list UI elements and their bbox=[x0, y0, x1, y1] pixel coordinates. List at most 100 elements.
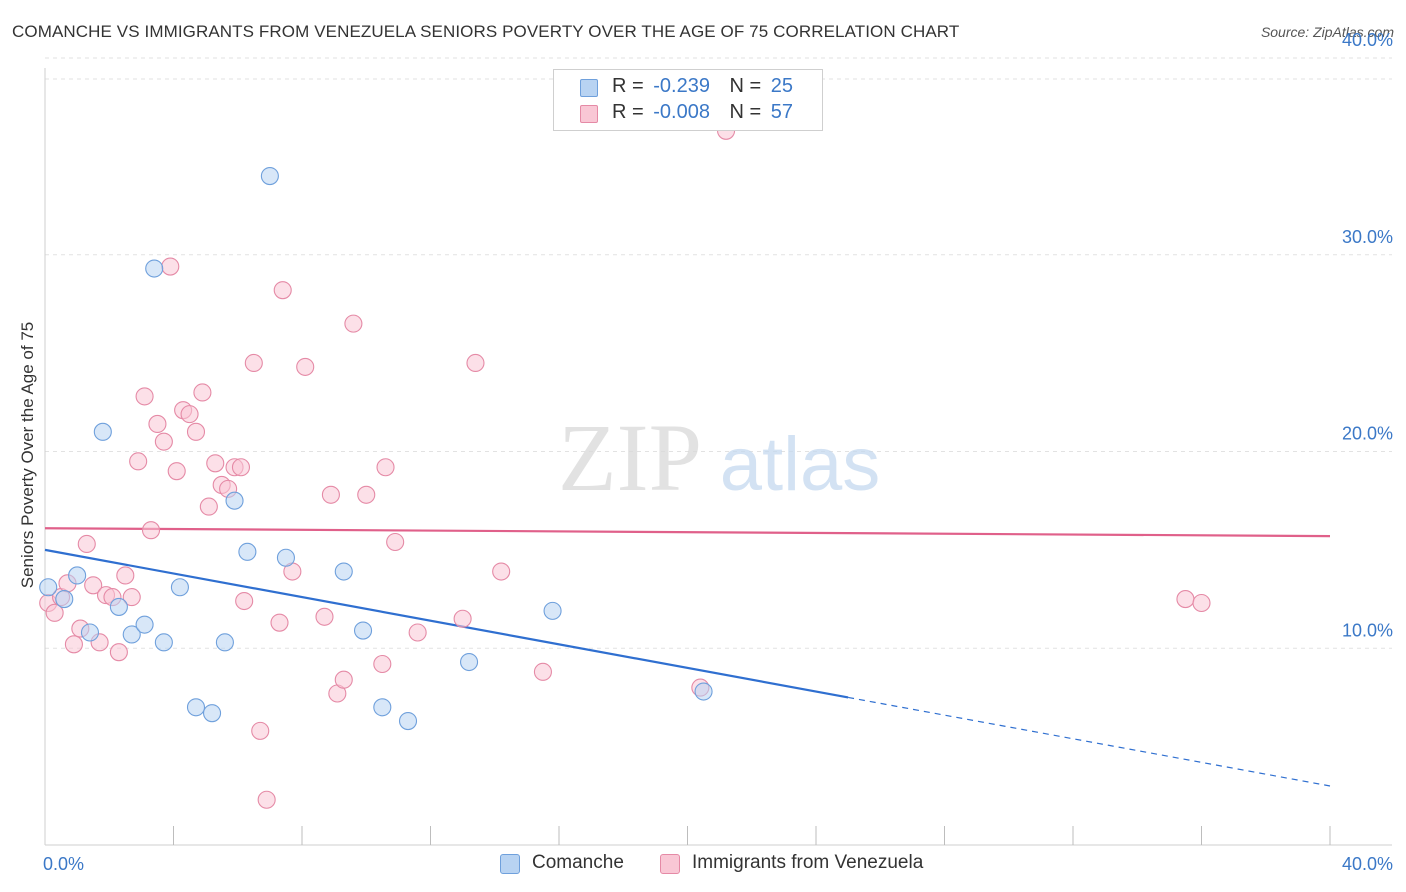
data-point-venezuela bbox=[357, 485, 376, 504]
n-value-venezuela: 57 bbox=[770, 101, 794, 123]
data-point-comanche bbox=[238, 542, 257, 561]
data-point-venezuela bbox=[122, 588, 141, 607]
data-point-comanche bbox=[353, 621, 373, 640]
r-label: R = bbox=[612, 101, 644, 123]
data-point-venezuela bbox=[135, 387, 154, 406]
r-value-venezuela: -0.008 bbox=[653, 101, 710, 123]
stats-legend: R = -0.239 N = 25 R = -0.008 N = 57 bbox=[553, 69, 823, 131]
data-point-comanche bbox=[260, 167, 279, 186]
data-point-comanche bbox=[93, 422, 112, 441]
data-point-venezuela bbox=[77, 534, 96, 554]
data-point-comanche bbox=[68, 566, 87, 585]
data-point-venezuela bbox=[251, 721, 270, 740]
x-tick-label: 0.0% bbox=[43, 854, 84, 874]
data-point-venezuela bbox=[453, 609, 472, 628]
data-point-comanche bbox=[694, 682, 713, 701]
data-point-venezuela bbox=[167, 462, 186, 481]
bottom-legend-swatch-venezuela bbox=[660, 854, 680, 874]
data-point-venezuela bbox=[45, 603, 64, 622]
watermark: ZIP atlas bbox=[558, 404, 880, 511]
data-point-comanche bbox=[122, 625, 141, 644]
bottom-legend-swatch-comanche bbox=[500, 854, 520, 874]
data-point-venezuela bbox=[373, 654, 392, 674]
x-tick-label: 40.0% bbox=[1342, 854, 1393, 874]
r-label: R = bbox=[612, 75, 644, 97]
tick-labels: 10.0% 20.0% 30.0% 40.0% 0.0% 40.0% bbox=[43, 30, 1393, 874]
data-point-venezuela bbox=[199, 497, 218, 516]
bottom-legend-label-venezuela: Immigrants from Venezuela bbox=[692, 852, 924, 873]
data-point-comanche bbox=[543, 601, 562, 620]
data-point-comanche bbox=[276, 548, 295, 567]
y-tick-label: 20.0% bbox=[1342, 424, 1393, 444]
data-point-comanche bbox=[398, 711, 418, 731]
data-point-venezuela bbox=[129, 452, 148, 471]
data-point-venezuela bbox=[466, 353, 485, 373]
bottom-legend-label-comanche: Comanche bbox=[532, 852, 624, 873]
data-point-venezuela bbox=[64, 635, 83, 654]
watermark-zip: ZIP bbox=[558, 404, 702, 511]
trend-line-1 bbox=[44, 527, 1331, 538]
y-tick-label: 10.0% bbox=[1342, 620, 1393, 640]
axes bbox=[44, 68, 1392, 846]
data-point-comanche bbox=[215, 633, 234, 652]
data-point-venezuela bbox=[257, 790, 276, 809]
legend-swatch-comanche bbox=[580, 79, 598, 97]
data-point-venezuela bbox=[492, 562, 511, 581]
data-point-venezuela bbox=[334, 670, 353, 689]
data-point-venezuela bbox=[180, 405, 199, 424]
data-point-comanche bbox=[170, 578, 189, 597]
data-point-venezuela bbox=[231, 458, 251, 477]
data-point-venezuela bbox=[315, 607, 334, 626]
data-point-comanche bbox=[80, 623, 100, 642]
data-point-venezuela bbox=[235, 591, 254, 611]
data-point-comanche bbox=[55, 590, 74, 609]
trend-line-0 bbox=[44, 548, 849, 699]
data-point-venezuela bbox=[84, 576, 103, 595]
data-point-venezuela bbox=[141, 521, 161, 540]
data-point-comanche bbox=[135, 615, 154, 634]
data-point-venezuela bbox=[154, 432, 173, 451]
data-point-comanche bbox=[459, 652, 479, 672]
data-point-venezuela bbox=[1192, 593, 1211, 613]
data-point-comanche bbox=[373, 698, 392, 717]
data-point-venezuela bbox=[1176, 590, 1195, 609]
data-point-venezuela bbox=[109, 643, 128, 662]
data-point-venezuela bbox=[386, 532, 405, 552]
data-point-venezuela bbox=[344, 314, 363, 333]
data-point-comanche bbox=[109, 597, 128, 616]
data-point-venezuela bbox=[321, 485, 340, 504]
data-point-venezuela bbox=[533, 662, 552, 681]
data-point-venezuela bbox=[186, 422, 206, 441]
trend-line-dashed-0 bbox=[848, 696, 1331, 787]
data-point-comanche bbox=[186, 698, 206, 717]
y-tick-label: 40.0% bbox=[1342, 30, 1393, 50]
chart-title: COMANCHE VS IMMIGRANTS FROM VENEZUELA SE… bbox=[12, 22, 960, 41]
data-point-comanche bbox=[145, 259, 164, 278]
data-point-venezuela bbox=[270, 613, 289, 632]
legend-swatch-venezuela bbox=[580, 105, 598, 123]
n-value-comanche: 25 bbox=[770, 75, 794, 97]
trend-lines bbox=[44, 527, 1331, 787]
n-label: N = bbox=[729, 101, 762, 123]
data-point-venezuela bbox=[116, 566, 135, 585]
data-point-venezuela bbox=[206, 454, 225, 473]
data-point-venezuela bbox=[161, 257, 180, 276]
data-point-comanche bbox=[39, 578, 58, 597]
data-point-venezuela bbox=[273, 281, 292, 300]
r-value-comanche: -0.239 bbox=[653, 75, 710, 97]
data-point-comanche bbox=[225, 491, 244, 510]
y-axis-label: Seniors Poverty Over the Age of 75 bbox=[18, 322, 37, 588]
y-tick-label: 30.0% bbox=[1342, 227, 1393, 247]
data-point-venezuela bbox=[244, 353, 263, 373]
source-label: Source: ZipAtlas.com bbox=[1260, 24, 1394, 40]
data-points bbox=[39, 121, 1211, 809]
data-point-comanche bbox=[154, 633, 173, 652]
n-label: N = bbox=[729, 75, 762, 97]
data-point-venezuela bbox=[296, 357, 315, 376]
data-point-venezuela bbox=[408, 623, 427, 642]
data-point-venezuela bbox=[193, 383, 212, 402]
legend-stats-comanche: R = -0.239 N = 25 bbox=[612, 75, 793, 98]
data-point-venezuela bbox=[148, 414, 167, 434]
legend-stats-venezuela: R = -0.008 N = 57 bbox=[612, 101, 793, 124]
